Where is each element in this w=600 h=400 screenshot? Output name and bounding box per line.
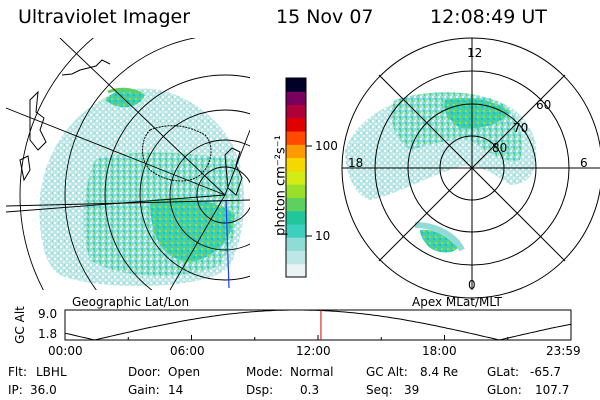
colorbar-band xyxy=(286,263,306,278)
colorbar-band xyxy=(286,91,306,106)
mode-label: Mode: xyxy=(246,365,283,379)
geographic-image xyxy=(6,38,250,290)
x-tick-0000: 00:00 xyxy=(48,344,83,358)
left-panel-caption: Geographic Lat/Lon xyxy=(72,295,190,309)
mlt-label-6: 6 xyxy=(580,156,588,170)
gain-value: 14 xyxy=(168,383,184,397)
gcalt-label: GC Alt: xyxy=(366,365,408,379)
colorbar-tick-10: 10 xyxy=(315,229,331,243)
glon-label: GLon: xyxy=(487,383,522,397)
colorbar-band xyxy=(286,184,306,198)
ip-label: IP: xyxy=(8,383,23,397)
colorbar-band xyxy=(286,117,306,132)
seq-label: Seq: xyxy=(366,383,393,397)
colorbar-band xyxy=(286,78,306,92)
altitude-curve xyxy=(64,309,572,341)
x-tick-1800: 18:00 xyxy=(422,344,457,358)
colorbar-band xyxy=(286,104,306,119)
colorbar-tick-100: 100 xyxy=(315,139,338,153)
right-panel-caption: Apex MLat/MLT xyxy=(412,295,502,309)
altitude-ymin: 1.8 xyxy=(38,327,58,341)
colorbar-band xyxy=(286,197,306,212)
time-label: 12:08:49 UT xyxy=(430,6,547,28)
coastline xyxy=(19,90,47,182)
x-tick-2359: 23:59 xyxy=(546,344,581,358)
mlat-label-70: 70 xyxy=(513,121,529,135)
altitude-x-ticks xyxy=(64,335,572,340)
dsp-value: 0.3 xyxy=(300,383,320,397)
flt-value: LBHL xyxy=(36,365,67,379)
door-label: Door: xyxy=(128,365,161,379)
colorbar-band xyxy=(286,131,306,145)
gcalt-value: 8.4 Re xyxy=(420,365,459,379)
colorbar xyxy=(286,78,306,278)
mlt-meridians xyxy=(342,38,600,290)
glat-label: GLat: xyxy=(487,365,520,379)
door-value: Open xyxy=(168,365,201,379)
mode-value: Normal xyxy=(290,365,334,379)
gain-label: Gain: xyxy=(128,383,160,397)
mlt-label-18: 18 xyxy=(348,156,364,170)
colorbar-band xyxy=(286,144,306,159)
mlt-label-12: 12 xyxy=(467,46,483,60)
date-label: 15 Nov 07 xyxy=(276,6,374,28)
dsp-label: Dsp: xyxy=(246,383,274,397)
glon-value: 107.7 xyxy=(535,383,570,397)
altitude-ylabel: GC Alt xyxy=(13,306,27,344)
glat-value: -65.7 xyxy=(530,365,562,379)
mlat-label-80: 80 xyxy=(492,141,508,155)
colorbar-band xyxy=(286,157,306,172)
colorbar-band xyxy=(286,170,306,185)
colorbar-band xyxy=(286,250,306,265)
instrument-title: Ultraviolet Imager xyxy=(18,6,191,28)
ip-value: 36.0 xyxy=(30,383,57,397)
seq-value: 39 xyxy=(404,383,420,397)
mlat-label-60: 60 xyxy=(536,98,552,112)
colorbar-band xyxy=(286,223,306,238)
colorbar-band xyxy=(286,237,306,251)
mlt-label-0: 0 xyxy=(468,278,476,292)
colorbar-band xyxy=(286,210,306,225)
altitude-ymax: 9.0 xyxy=(38,307,58,321)
x-tick-0600: 06:00 xyxy=(170,344,205,358)
x-tick-1200: 12:00 xyxy=(296,344,331,358)
colorbar-label: photon cm⁻²s⁻¹ xyxy=(273,135,289,236)
flt-label: Flt: xyxy=(8,365,27,379)
polar-image xyxy=(345,92,537,253)
